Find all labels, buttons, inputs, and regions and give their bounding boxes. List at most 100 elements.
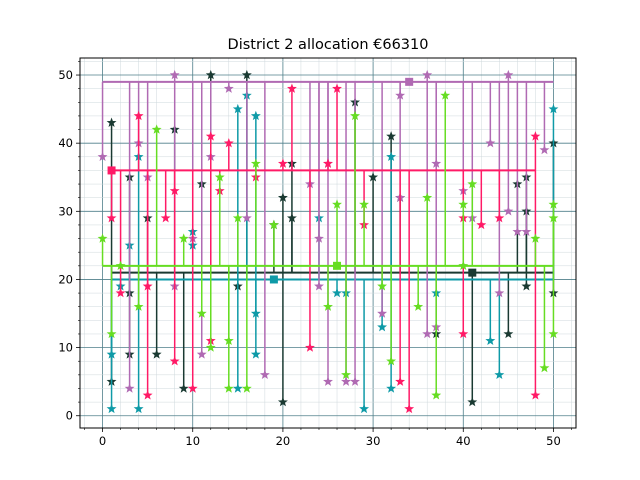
- data-point-star: [377, 308, 388, 318]
- plot-frame: [79, 57, 577, 429]
- median-marker: [333, 261, 342, 270]
- x-tick-label: 30: [366, 434, 381, 448]
- x-tick-label: 0: [99, 434, 106, 448]
- data-point-star: [512, 226, 523, 236]
- data-point-star: [386, 356, 397, 366]
- data-point-star: [458, 260, 469, 271]
- data-point-star: [106, 349, 117, 359]
- series-5: [97, 90, 559, 400]
- data-point-star: [277, 396, 288, 407]
- y-tick-label: 20: [58, 272, 73, 286]
- data-point-star: [539, 362, 550, 373]
- y-tick-label: 50: [58, 68, 73, 82]
- data-point-star: [223, 383, 234, 393]
- data-point-star: [187, 383, 198, 393]
- series-layer: [97, 69, 559, 414]
- y-tick-label: 30: [58, 204, 73, 218]
- x-tick-label: 20: [276, 434, 291, 448]
- data-point-star: [133, 301, 144, 311]
- series-4: [106, 83, 541, 414]
- data-point-star: [106, 403, 117, 414]
- data-point-star: [169, 69, 180, 80]
- data-point-star: [440, 90, 451, 100]
- data-point-star: [323, 376, 333, 386]
- data-point-star: [503, 69, 514, 80]
- data-point-star: [476, 219, 487, 230]
- data-point-star: [241, 69, 252, 80]
- data-point-star: [350, 376, 360, 386]
- data-point-star: [521, 281, 532, 291]
- data-point-star: [250, 158, 261, 168]
- data-point-star: [115, 260, 126, 271]
- data-point-star: [431, 390, 442, 400]
- data-point-star: [106, 328, 117, 339]
- data-point-star: [314, 233, 324, 243]
- data-point-star: [332, 199, 342, 209]
- data-point-star: [250, 349, 261, 359]
- data-point-star: [205, 69, 216, 80]
- data-point-star: [422, 328, 433, 339]
- x-tick-label: 10: [185, 434, 200, 448]
- data-point-star: [539, 144, 550, 155]
- data-point-star: [530, 390, 541, 400]
- data-point-star: [205, 131, 216, 141]
- data-point-star: [485, 335, 496, 345]
- data-point-star: [386, 131, 397, 141]
- data-point-star: [223, 335, 234, 345]
- data-point-star: [530, 233, 541, 243]
- data-point-star: [250, 308, 261, 318]
- data-point-star: [133, 403, 144, 414]
- data-point-star: [268, 219, 279, 230]
- data-point-star: [548, 328, 559, 339]
- data-point-star: [422, 192, 433, 202]
- data-point-star: [250, 110, 261, 121]
- data-point-star: [467, 396, 478, 407]
- median-marker: [107, 166, 116, 175]
- data-point-star: [305, 342, 315, 352]
- data-point-star: [548, 103, 559, 114]
- data-point-star: [314, 281, 324, 291]
- data-point-star: [241, 212, 252, 223]
- data-point-star: [377, 321, 388, 332]
- data-point-star: [277, 158, 288, 168]
- data-point-star: [431, 158, 442, 168]
- data-point-star: [124, 383, 135, 393]
- data-point-star: [169, 356, 180, 366]
- median-marker: [468, 268, 477, 277]
- data-point-star: [97, 233, 108, 243]
- data-point-star: [404, 403, 415, 414]
- data-point-star: [151, 124, 162, 134]
- data-point-star: [386, 383, 397, 393]
- data-point-star: [286, 212, 297, 223]
- data-point-star: [494, 369, 505, 380]
- data-point-star: [359, 403, 370, 414]
- data-point-star: [341, 376, 351, 386]
- data-point-star: [548, 199, 559, 209]
- data-point-star: [341, 369, 351, 380]
- data-point-star: [458, 328, 469, 339]
- data-point-star: [151, 349, 162, 359]
- data-point-star: [377, 281, 388, 291]
- data-point-star: [142, 390, 153, 400]
- data-point-star: [232, 103, 243, 114]
- y-tick-label: 10: [58, 341, 73, 355]
- data-point-star: [548, 212, 559, 223]
- data-point-star: [467, 178, 478, 189]
- data-point-star: [395, 376, 406, 386]
- median-marker: [405, 77, 414, 86]
- data-point-star: [422, 69, 433, 80]
- y-tick-label: 0: [66, 409, 73, 423]
- data-point-star: [386, 151, 397, 162]
- data-point-star: [178, 233, 189, 243]
- data-point-star: [332, 83, 342, 93]
- data-point-star: [395, 90, 406, 100]
- data-point-star: [259, 369, 270, 380]
- data-point-star: [232, 383, 243, 393]
- chart-title: District 2 allocation €66310: [228, 37, 429, 53]
- median-marker: [269, 275, 278, 284]
- data-point-star: [277, 192, 288, 202]
- data-point-star: [205, 342, 216, 352]
- ticks: 0 10 20 30 40 50 0 10 20 30 40 50: [58, 61, 572, 448]
- data-point-star: [106, 117, 117, 127]
